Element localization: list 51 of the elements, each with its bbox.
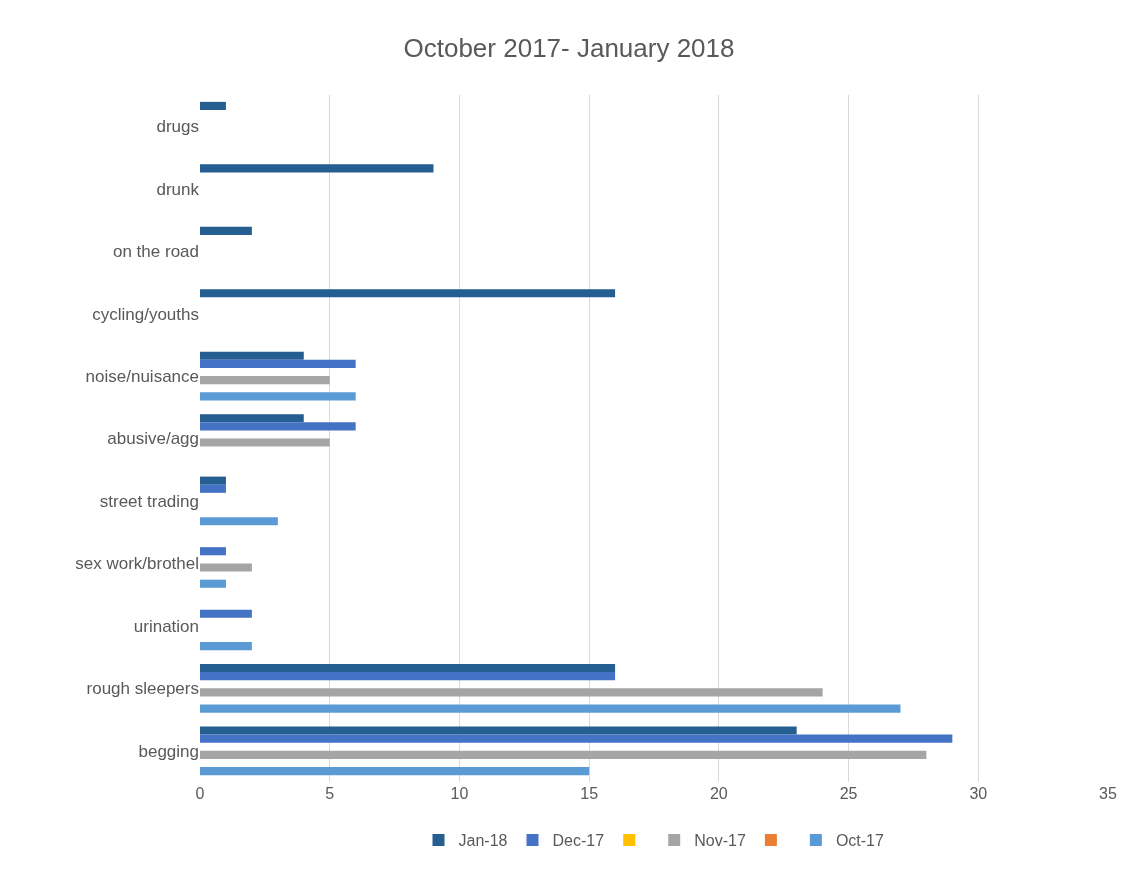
y-tick-label: on the road xyxy=(112,242,199,262)
y-tick-label: drunk xyxy=(156,179,200,199)
bar xyxy=(200,351,304,360)
bar xyxy=(200,547,226,556)
bar xyxy=(200,422,356,431)
y-tick-label: begging xyxy=(138,741,199,761)
x-tick-label: 35 xyxy=(1099,785,1117,802)
y-tick-label: street trading xyxy=(99,491,199,511)
y-tick-label: abusive/agg xyxy=(107,429,199,449)
chart-title: October 2017- January 2018 xyxy=(403,33,735,64)
legend-label: Oct-17 xyxy=(835,832,884,850)
bar xyxy=(200,672,616,681)
bar xyxy=(200,226,252,235)
bar xyxy=(200,663,616,673)
legend-label: Nov-17 xyxy=(694,832,746,850)
x-tick-label: 20 xyxy=(709,785,728,802)
bar xyxy=(200,563,252,572)
bar xyxy=(200,750,927,759)
bar xyxy=(200,376,330,385)
x-tick-label: 5 xyxy=(325,785,335,802)
y-tick-label: sex work/brothel xyxy=(75,554,199,574)
bar xyxy=(200,476,226,485)
legend-label: Jan-18 xyxy=(458,832,508,850)
y-tick-label: rough sleepers xyxy=(86,679,199,699)
bar xyxy=(200,767,590,776)
bar xyxy=(200,484,226,493)
bar xyxy=(200,609,252,618)
bar xyxy=(200,101,226,110)
bar xyxy=(200,438,330,447)
x-tick-label: 10 xyxy=(450,785,469,802)
bar xyxy=(200,164,434,173)
y-tick-label: drugs xyxy=(156,117,199,137)
bar xyxy=(200,517,278,526)
bar xyxy=(200,642,252,651)
y-tick-label: cycling/youths xyxy=(92,304,199,324)
x-tick-label: 0 xyxy=(195,785,205,802)
bar xyxy=(200,359,356,368)
x-tick-label: 25 xyxy=(839,785,858,802)
y-tick-label: noise/nuisance xyxy=(85,367,199,386)
bar xyxy=(200,579,226,588)
bar xyxy=(200,414,304,423)
x-tick-label: 30 xyxy=(969,785,988,802)
legend-label: Dec-17 xyxy=(552,832,605,850)
bar xyxy=(200,704,901,713)
bar xyxy=(200,734,953,743)
y-tick-label: urination xyxy=(133,616,199,636)
x-tick-label: 15 xyxy=(580,785,599,802)
bar xyxy=(200,392,356,401)
bar xyxy=(200,726,797,735)
bar xyxy=(200,688,823,697)
bar xyxy=(200,289,616,298)
